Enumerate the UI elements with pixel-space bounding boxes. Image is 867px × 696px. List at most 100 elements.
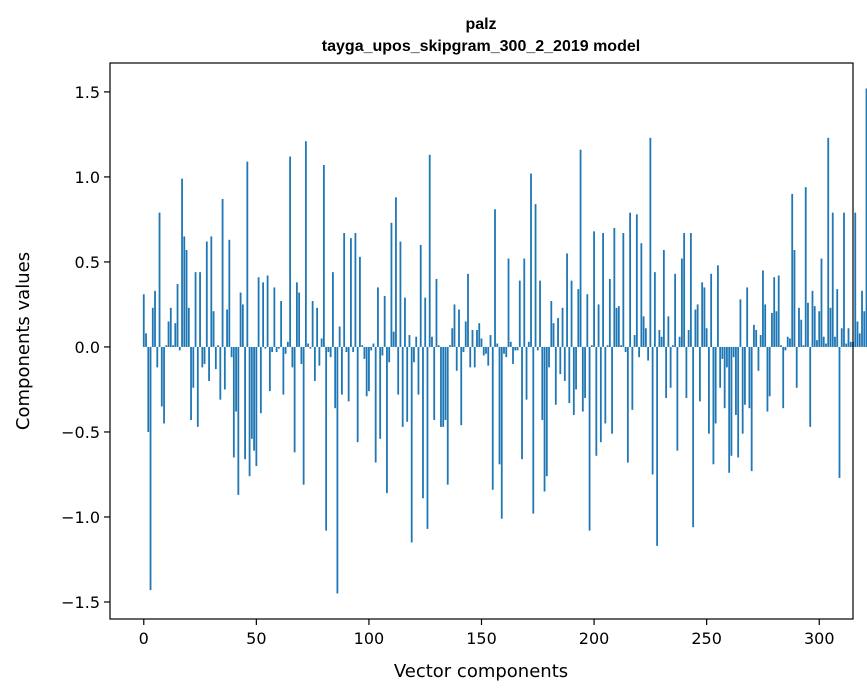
bar-component-283 [780,345,782,347]
bar-component-30 [210,236,213,347]
bar-component-139 [455,346,458,371]
bar-component-215 [626,346,629,463]
bar-component-270 [750,346,753,472]
bar-component-25 [199,272,201,347]
bar-component-251 [708,346,710,434]
bar-component-110 [390,222,393,347]
bar-component-288 [791,193,794,347]
bar-component-298 [813,306,816,347]
bar-component-19 [185,250,188,347]
bar-component-149 [478,323,481,347]
bar-component-305 [829,307,832,347]
bar-component-297 [811,290,814,347]
bar-component-27 [203,346,206,364]
bar-component-22 [192,346,195,388]
bar-component-286 [786,336,789,347]
bar-component-150 [480,338,483,347]
bar-component-174 [534,204,537,347]
bar-component-148 [476,329,478,347]
bar-component-9 [163,346,165,424]
bar-component-295 [807,302,809,347]
bar-component-209 [613,227,616,347]
bar-component-85 [334,346,337,409]
bar-component-126 [426,346,429,529]
bar-component-237 [676,346,679,451]
chart-title: palz [465,16,496,33]
bar-component-199 [590,345,593,347]
bar-component-265 [739,299,742,347]
bar-component-37 [226,309,228,347]
bar-component-254 [714,346,717,424]
bar-component-81 [325,346,328,531]
bar-component-287 [789,338,791,347]
bar-component-159 [500,346,503,519]
bar-component-307 [834,336,836,347]
bar-component-257 [721,346,724,359]
bar-component-229 [658,329,661,347]
bar-component-12 [169,307,172,347]
bar-component-194 [579,149,582,347]
bar-component-198 [588,346,591,531]
bar-component-308 [836,289,839,347]
y-tick-label: 0.5 [75,253,100,272]
bar-component-250 [705,328,708,347]
bar-component-133 [442,346,445,427]
bar-component-252 [710,273,713,347]
bar-component-5 [154,290,156,347]
bar-component-320 [863,311,866,347]
bar-component-96 [359,256,361,347]
bar-component-51 [257,277,260,347]
bar-component-89 [343,233,346,347]
bar-component-319 [861,290,863,347]
bar-component-239 [680,258,683,347]
bar-component-46 [246,161,249,347]
bar-component-52 [259,346,262,414]
bar-component-289 [793,250,796,347]
bar-component-170 [525,346,528,400]
bar-component-155 [491,346,494,490]
bar-component-58 [273,287,276,347]
bar-component-186 [561,307,564,347]
x-tick-label: 200 [579,629,610,648]
bar-component-318 [858,333,861,347]
x-tick-label: 250 [691,629,722,648]
bar-component-43 [239,292,242,347]
bar-component-72 [304,141,307,347]
bar-component-241 [685,346,688,398]
bar-component-157 [496,343,499,347]
bar-component-113 [397,346,400,395]
bar-component-212 [620,345,622,347]
bar-component-153 [487,346,490,366]
bar-component-112 [395,197,397,347]
bar-component-235 [671,345,674,347]
bar-component-7 [158,212,161,347]
bar-component-306 [831,212,834,347]
bar-component-44 [241,304,244,347]
bar-component-109 [388,346,391,363]
bar-component-11 [167,321,170,347]
x-axis-label: Vector components [394,661,568,682]
bar-component-130 [435,278,438,347]
bar-component-45 [244,346,246,460]
bar-component-168 [521,346,523,460]
plot-frame [109,62,854,620]
bar-component-29 [208,346,210,381]
bar-component-291 [798,307,800,347]
bar-component-86 [336,346,339,594]
bar-component-262 [732,346,735,358]
bar-component-220 [638,346,641,358]
bar-component-62 [282,346,285,395]
bar-component-205 [604,346,607,424]
bar-component-60 [277,346,280,349]
bar-component-26 [201,346,204,368]
bar-component-203 [599,346,602,443]
bar-component-230 [660,336,663,347]
bar-component-32 [214,346,217,370]
bar-component-100 [368,346,370,392]
bar-component-185 [559,346,562,375]
bar-component-107 [383,295,386,347]
bar-component-152 [485,346,487,354]
bar-component-191 [572,346,575,415]
bar-component-187 [563,346,566,381]
bar-component-248 [701,282,704,347]
